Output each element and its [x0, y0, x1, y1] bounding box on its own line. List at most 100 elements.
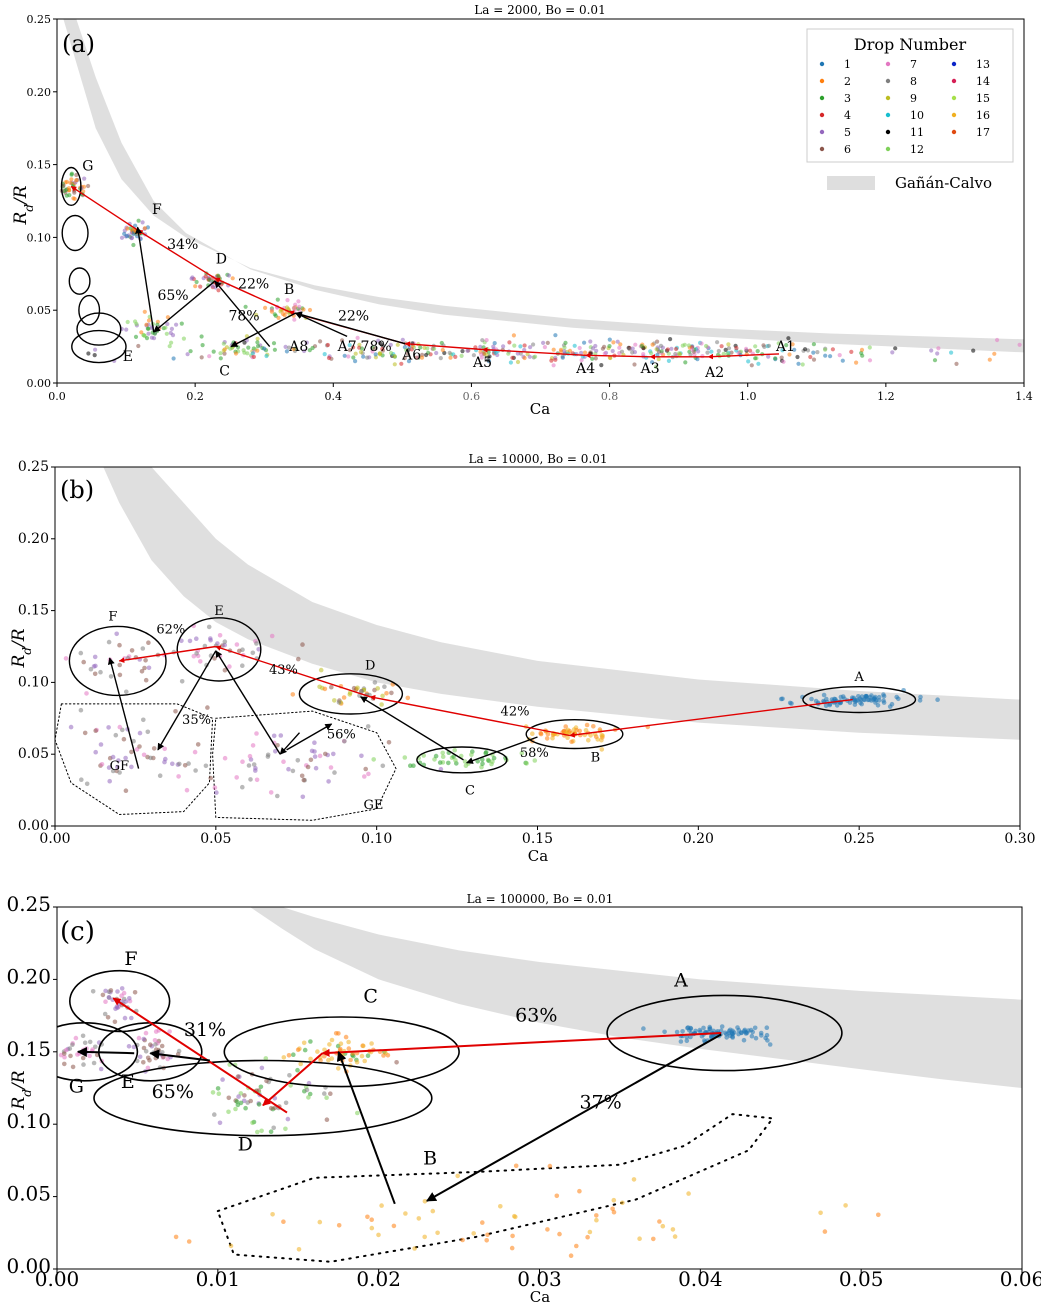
data-point	[579, 358, 584, 363]
annotation: GF	[110, 759, 129, 774]
data-point	[639, 344, 644, 349]
data-point	[207, 277, 212, 282]
annotation: A6	[401, 348, 421, 364]
data-point	[380, 763, 386, 769]
data-point	[734, 346, 739, 351]
legend-marker	[951, 112, 957, 118]
data-point	[153, 1055, 159, 1061]
cluster-ellipse-g	[60, 166, 82, 206]
red-transition-arrow	[214, 277, 290, 313]
data-point	[181, 336, 186, 341]
data-point	[840, 694, 846, 699]
data-point	[146, 318, 152, 323]
cluster-ellipse-d	[93, 1059, 433, 1137]
data-point	[381, 1053, 386, 1058]
data-point	[187, 638, 193, 644]
data-point	[749, 1033, 755, 1039]
data-point	[285, 298, 290, 303]
data-point	[742, 1027, 748, 1033]
data-point	[162, 746, 167, 752]
annotation: A8	[288, 339, 308, 355]
data-point	[515, 351, 520, 356]
data-point	[890, 350, 895, 355]
data-point	[322, 352, 327, 357]
data-point	[129, 1015, 134, 1021]
data-point	[421, 753, 427, 758]
data-point	[823, 703, 829, 709]
data-point	[62, 1054, 67, 1060]
data-point	[513, 1214, 518, 1220]
legend-entry-label: 1	[844, 58, 851, 71]
data-point	[728, 1027, 733, 1033]
data-point	[553, 357, 558, 362]
red-transition-arrow	[369, 695, 570, 737]
data-point	[359, 1053, 365, 1059]
data-point	[670, 1227, 676, 1232]
data-point	[153, 1042, 158, 1047]
cluster-ellipse-d	[68, 267, 91, 295]
data-point	[283, 1100, 289, 1106]
panel-b-label: (b)	[60, 476, 94, 504]
data-point	[658, 343, 664, 348]
data-point	[453, 354, 458, 359]
cluster-spread-6	[173, 1163, 881, 1258]
data-point	[379, 702, 384, 707]
data-point	[405, 351, 410, 356]
data-point	[143, 1030, 149, 1036]
data-point	[301, 1040, 307, 1046]
data-point	[617, 345, 622, 350]
annotation: 35%	[182, 713, 211, 728]
legend-marker	[885, 112, 891, 118]
data-point	[305, 764, 311, 770]
data-point	[480, 338, 485, 343]
black-transition-arrow	[135, 226, 155, 333]
data-point	[310, 345, 315, 351]
data-point	[214, 790, 219, 795]
x-tick-label: 0.8	[601, 390, 619, 403]
legend-entry-label: 13	[976, 58, 990, 71]
data-point	[243, 1105, 248, 1111]
data-point	[590, 356, 595, 361]
data-point	[139, 669, 145, 674]
y-tick-label: 0.10	[18, 674, 49, 690]
data-point	[141, 752, 147, 758]
data-point	[286, 1053, 292, 1058]
data-point	[272, 1105, 278, 1111]
data-point	[641, 1026, 646, 1031]
data-point	[127, 996, 132, 1001]
data-point	[93, 728, 98, 733]
data-point	[651, 1236, 656, 1242]
y-tick-label: 0.20	[6, 964, 51, 988]
x-tick-label: 0.05	[200, 831, 231, 847]
data-point	[388, 342, 393, 347]
data-point	[110, 768, 116, 774]
data-point	[602, 351, 607, 356]
data-point	[550, 735, 555, 741]
annotation: G	[82, 158, 93, 174]
data-point	[63, 1047, 69, 1053]
data-point	[283, 344, 288, 349]
annotation: E	[121, 1071, 135, 1093]
data-point	[594, 348, 599, 353]
data-point	[615, 339, 620, 344]
region-gf	[55, 703, 214, 815]
data-point	[236, 1094, 241, 1099]
data-point	[203, 274, 208, 279]
data-point	[98, 669, 103, 675]
cluster-f	[90, 986, 139, 1025]
data-point	[419, 355, 425, 360]
data-point	[250, 1120, 255, 1126]
data-point	[544, 736, 550, 741]
data-point	[313, 765, 319, 771]
data-point	[399, 361, 404, 366]
cluster-ellipse-a	[606, 994, 843, 1072]
data-point	[527, 354, 532, 359]
data-point	[148, 1042, 153, 1047]
data-point	[854, 360, 859, 365]
data-point	[243, 304, 248, 309]
data-point	[705, 350, 710, 355]
data-point	[764, 1032, 770, 1038]
data-point	[163, 756, 168, 762]
data-point	[359, 689, 364, 694]
data-point	[395, 342, 400, 347]
